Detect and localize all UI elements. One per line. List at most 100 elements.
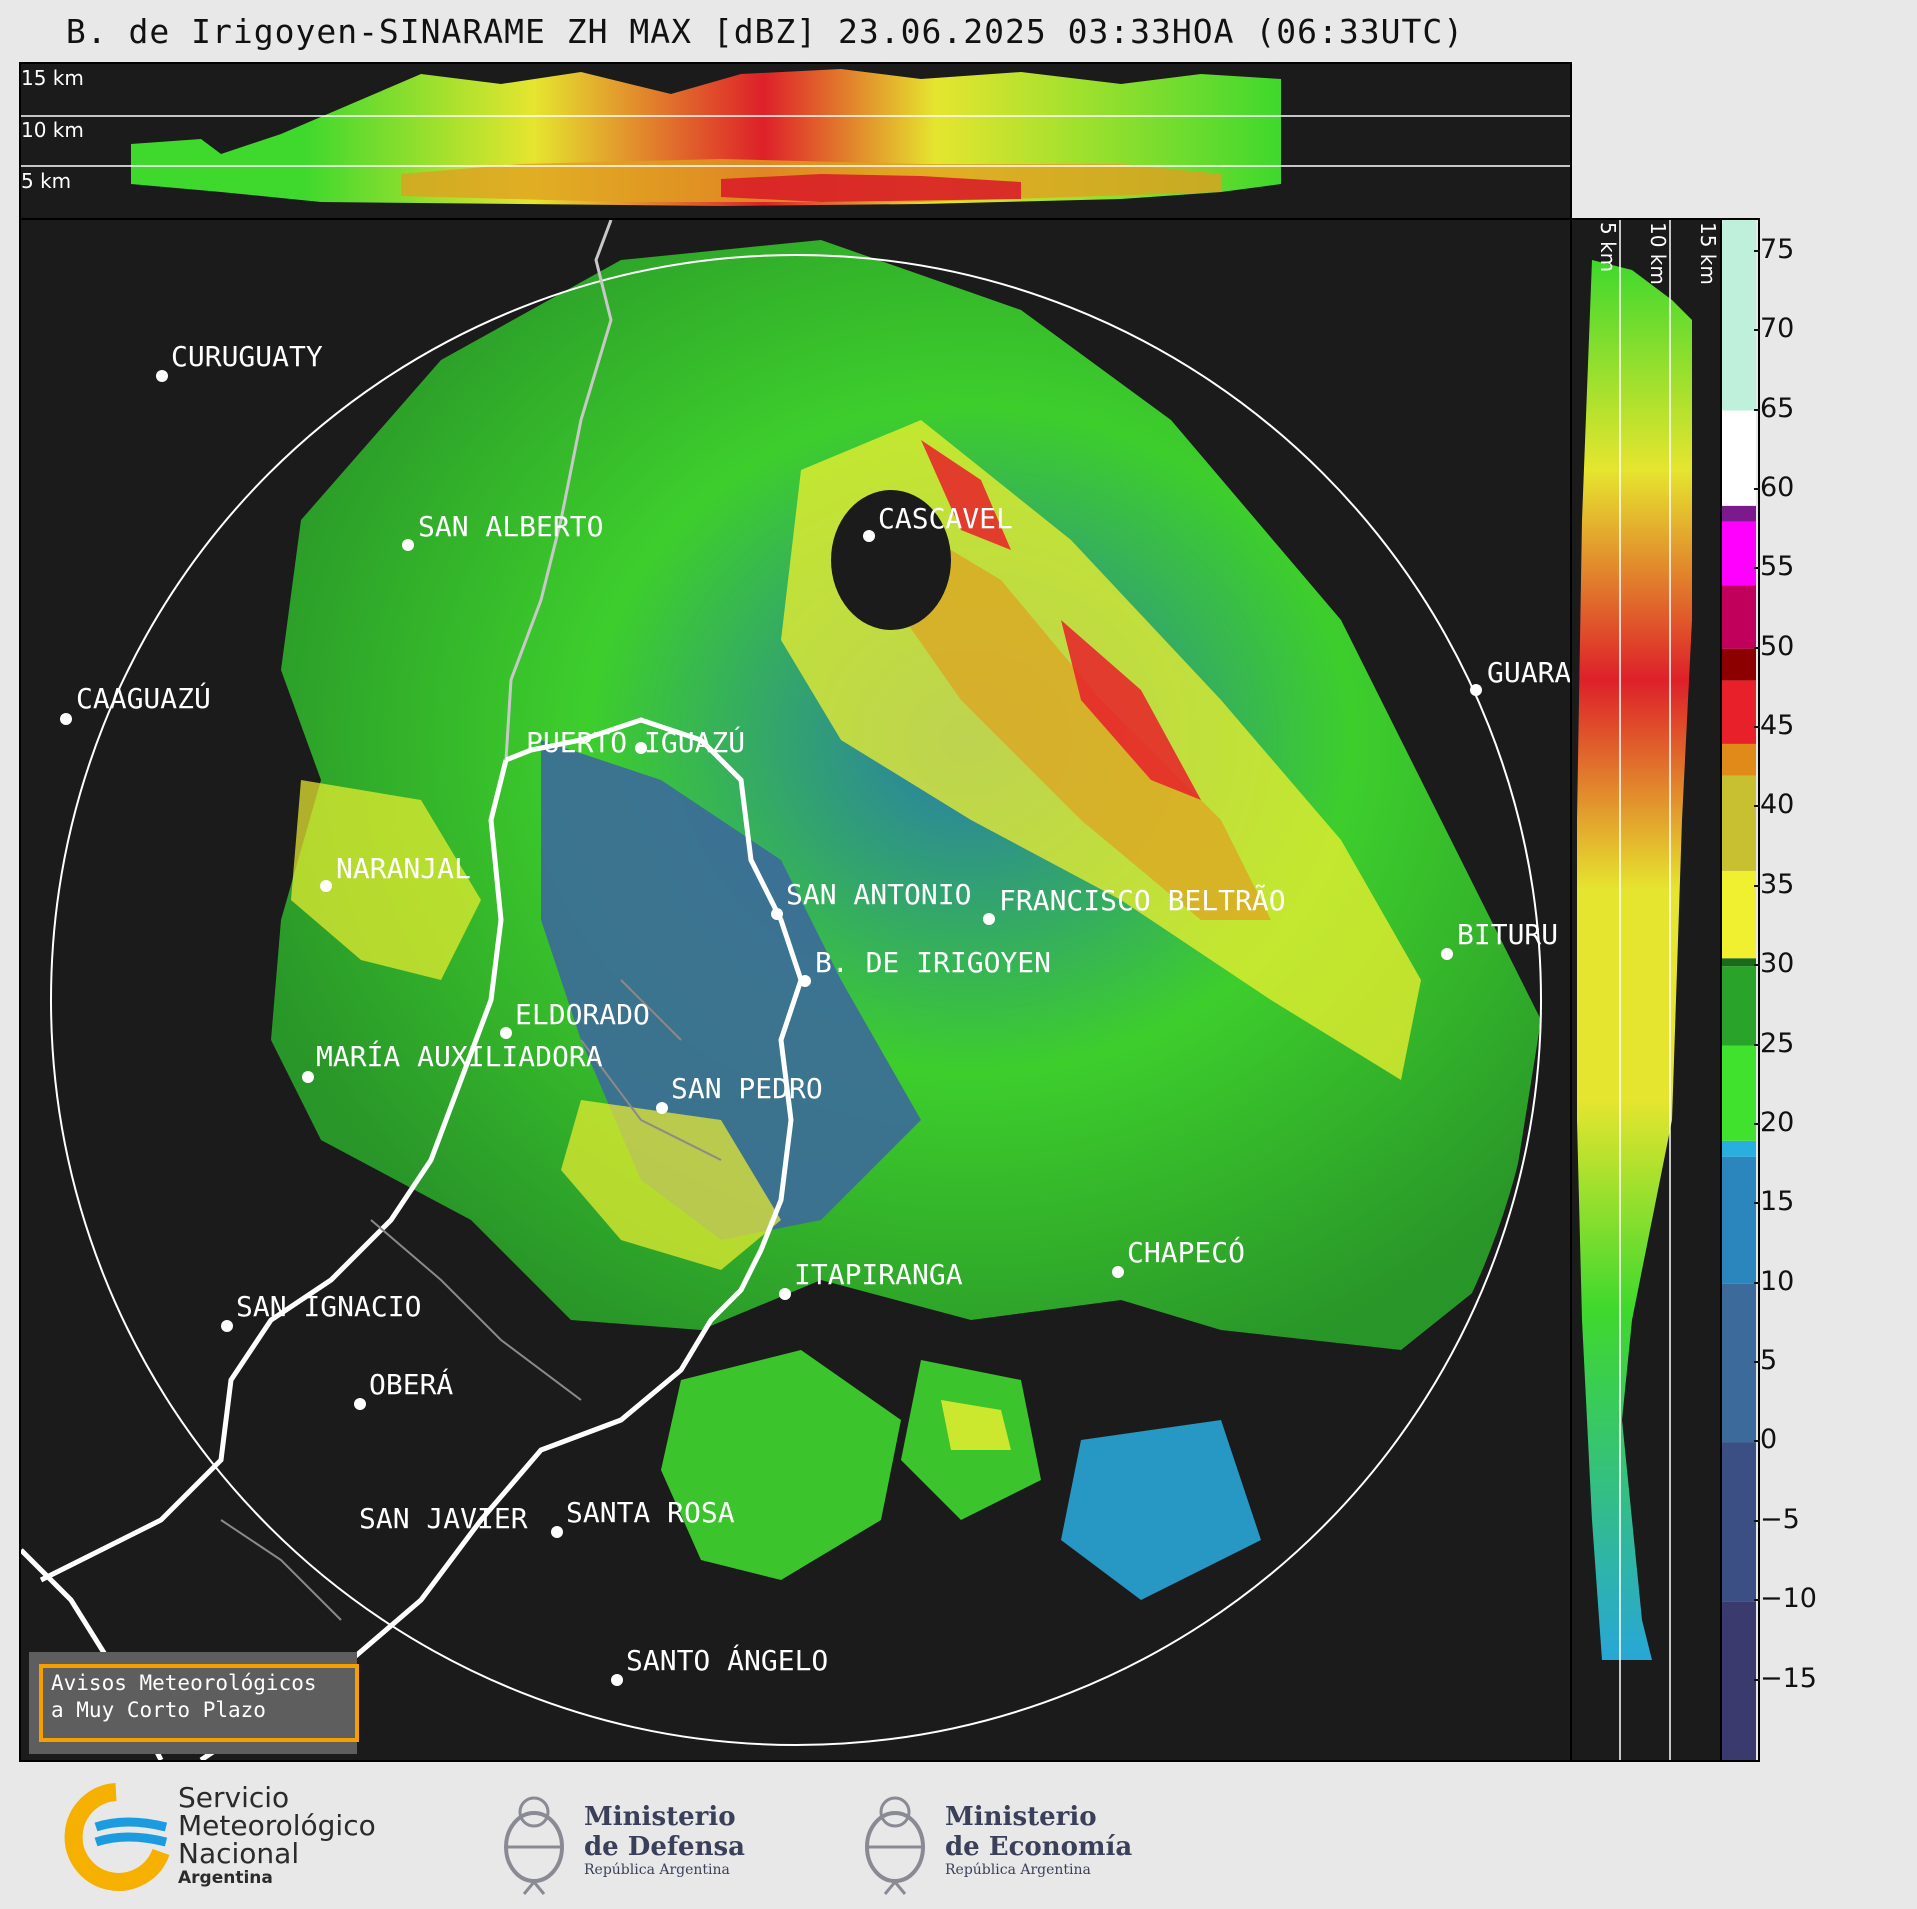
alert-line-2: a Muy Corto Plazo	[51, 1698, 266, 1722]
colorbar-segment	[1722, 958, 1756, 967]
city-label-puerto-iguazu: PUERTO IGUAZÚ	[526, 726, 746, 759]
colorbar-tick-label: 15	[1760, 1186, 1795, 1218]
colorbar-segment	[1722, 521, 1756, 586]
colorbar-tick-label: 35	[1760, 868, 1795, 900]
city-label-itapiranga: ITAPIRANGA	[794, 1258, 963, 1291]
colorbar-tick-mark	[1754, 567, 1760, 570]
colorbar-tick-label: 50	[1760, 630, 1795, 662]
colorbar-tick-mark	[1754, 1043, 1760, 1046]
colorbar-tick-mark	[1754, 1202, 1760, 1205]
colorbar-tick-mark	[1754, 1440, 1760, 1443]
smn-logo: Servicio Meteorológico Nacional Argentin…	[56, 1782, 396, 1892]
side-height-label-15km: 15 km	[1696, 222, 1720, 285]
colorbar-segment	[1722, 870, 1756, 959]
city-label-san-ignacio: SAN IGNACIO	[236, 1290, 422, 1323]
colorbar-tick-label: 45	[1760, 710, 1795, 742]
colorbar-tick-label: 10	[1760, 1265, 1795, 1297]
colorbar-tick-mark	[1754, 249, 1760, 252]
colorbar-segment	[1722, 1140, 1756, 1157]
city-label-guara: GUARA	[1487, 656, 1572, 689]
colorbar-segment	[1722, 505, 1756, 522]
side-height-label-5km: 5 km	[1596, 222, 1620, 273]
economia-logo: Ministerio de Economía República Argenti…	[855, 1772, 1155, 1897]
colorbar-segment	[1722, 1601, 1756, 1760]
colorbar-tick-mark	[1754, 329, 1760, 332]
colorbar-segment	[1722, 410, 1756, 506]
city-label-eldorado: ELDORADO	[515, 998, 650, 1031]
city-label-santa-rosa: SANTA ROSA	[566, 1496, 735, 1529]
colorbar-segment	[1722, 220, 1756, 411]
economia-line-3: República Argentina	[945, 1862, 1091, 1878]
colorbar-tick-mark	[1754, 884, 1760, 887]
colorbar-tick-mark	[1754, 1678, 1760, 1681]
top-height-profile: 15 km 10 km 5 km	[19, 62, 1572, 220]
colorbar-tick-mark	[1754, 408, 1760, 411]
colorbar-tick-mark	[1754, 964, 1760, 967]
colorbar-segment	[1722, 1156, 1756, 1284]
colorbar-segment	[1722, 1442, 1756, 1602]
alert-line-1: Avisos Meteorológicos	[51, 1671, 317, 1695]
colorbar-tick-mark	[1754, 726, 1760, 729]
colorbar-tick-label: 60	[1760, 471, 1795, 503]
colorbar	[1720, 218, 1760, 1762]
smn-line-2: Meteorológico	[178, 1809, 376, 1842]
colorbar-segment	[1722, 1283, 1756, 1443]
city-label-obera: OBERÁ	[369, 1368, 454, 1401]
height-label-5km: 5 km	[21, 169, 72, 193]
defensa-line-3: República Argentina	[584, 1862, 730, 1878]
radar-reflectivity-graphic	[21, 220, 1542, 1760]
city-label-bituru: BITURU	[1457, 918, 1559, 951]
city-label-maria-auxiliadora: MARÍA AUXILIADORA	[316, 1040, 603, 1073]
colorbar-tick-label: 40	[1760, 789, 1795, 821]
city-label-san-antonio: SAN ANTONIO	[786, 878, 972, 911]
economia-line-2: de Economía	[945, 1832, 1133, 1862]
smn-line-4: Argentina	[178, 1868, 273, 1888]
colorbar-segment	[1722, 585, 1756, 649]
colorbar-segment	[1722, 648, 1756, 681]
height-label-15km: 15 km	[21, 66, 84, 90]
colorbar-tick-label: −10	[1760, 1583, 1817, 1615]
colorbar-tick-mark	[1754, 1519, 1760, 1522]
colorbar-segment	[1722, 680, 1756, 744]
colorbar-segment	[1722, 743, 1756, 776]
colorbar-tick-mark	[1754, 1122, 1760, 1125]
colorbar-tick-label: 30	[1760, 948, 1795, 980]
city-label-b-de-irigoyen: B. DE IRIGOYEN	[815, 946, 1052, 979]
city-label-santo-angelo: SANTO ÁNGELO	[626, 1644, 829, 1677]
colorbar-tick-mark	[1754, 487, 1760, 490]
defensa-logo: Ministerio de Defensa República Argentin…	[494, 1772, 754, 1897]
city-label-chapeco: CHAPECÓ	[1127, 1236, 1246, 1269]
city-label-san-javier: SAN JAVIER	[359, 1502, 528, 1535]
side-height-profile: 5 km 10 km 15 km	[1570, 218, 1722, 1762]
alert-box-frame: Avisos Meteorológicos a Muy Corto Plazo	[39, 1664, 359, 1742]
city-label-san-pedro: SAN PEDRO	[671, 1072, 823, 1105]
colorbar-tick-label: −5	[1760, 1503, 1800, 1535]
alert-box[interactable]: Avisos Meteorológicos a Muy Corto Plazo	[29, 1652, 359, 1754]
colorbar-gradient	[1722, 220, 1756, 1760]
colorbar-tick-label: −15	[1760, 1662, 1817, 1694]
smn-line-1: Servicio	[178, 1781, 290, 1814]
top-profile-graphic	[21, 69, 1570, 206]
city-label-san-alberto: SAN ALBERTO	[418, 510, 604, 543]
colorbar-tick-label: 75	[1760, 233, 1795, 265]
colorbar-tick-label: 25	[1760, 1027, 1795, 1059]
colorbar-tick-label: 55	[1760, 551, 1795, 583]
colorbar-tick-label: 70	[1760, 313, 1795, 345]
smn-logo-icon	[64, 1783, 170, 1891]
city-markers	[60, 370, 1482, 1686]
colorbar-segment	[1722, 775, 1756, 871]
colorbar-tick-label: 20	[1760, 1106, 1795, 1138]
colorbar-tick-label: 65	[1760, 392, 1795, 424]
defensa-shield-icon	[504, 1796, 564, 1895]
economia-line-1: Ministerio	[945, 1802, 1097, 1832]
defensa-line-1: Ministerio	[584, 1802, 736, 1832]
colorbar-tick-mark	[1754, 805, 1760, 808]
colorbar-tick-mark	[1754, 1599, 1760, 1602]
colorbar-segment	[1722, 1045, 1756, 1141]
colorbar-tick-label: 0	[1760, 1424, 1778, 1456]
colorbar-tick-mark	[1754, 1361, 1760, 1364]
defensa-line-2: de Defensa	[584, 1832, 745, 1862]
side-profile-graphic	[1577, 220, 1692, 1760]
colorbar-segment	[1722, 966, 1756, 1046]
radar-map[interactable]: CURUGUATY SAN ALBERTO CAAGUAZÚ PUERTO IG…	[19, 218, 1572, 1762]
